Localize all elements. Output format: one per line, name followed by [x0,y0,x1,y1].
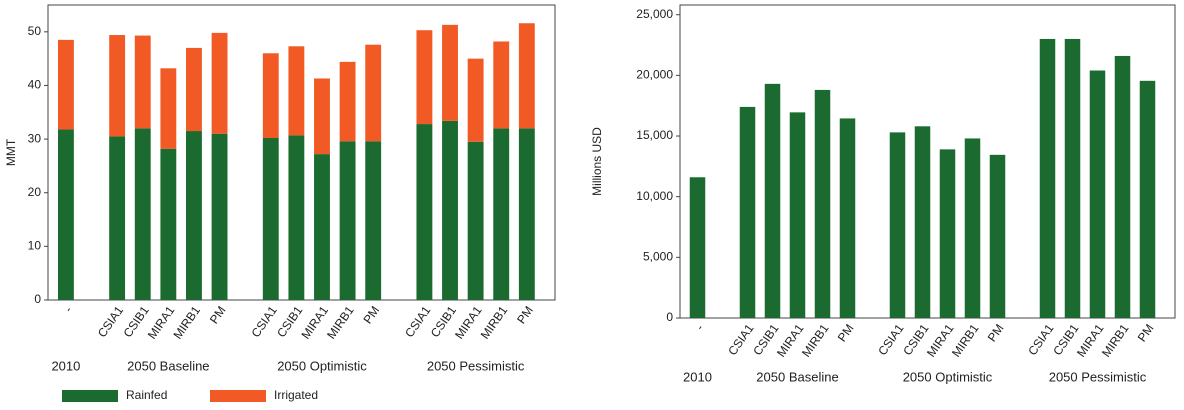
bar [689,177,706,318]
y-tick-label: 0 [34,292,41,306]
legend-swatch [210,390,266,402]
bar-segment [109,136,126,300]
x-tick-label: CSIA1 [1025,321,1057,358]
bar-segment [416,30,433,125]
bar-segment [262,53,279,139]
bar-segment [339,141,356,300]
legend-swatch [62,390,118,402]
group-label: 2050 Optimistic [903,369,993,384]
x-tick-label: - [61,304,75,315]
bar [964,138,981,318]
bar-segment [365,141,382,300]
bar-segment [211,133,228,300]
bar-segment [134,128,151,300]
y-axis-label: MMT [4,138,18,166]
legend-label: Irrigated [274,388,318,402]
bar-segment [518,128,535,300]
bar-segment [262,138,279,300]
y-tick-label: 10 [28,239,42,253]
bar-segment [134,35,151,129]
bar-segment [314,78,330,155]
bar-segment [160,68,177,149]
y-tick-label: 40 [28,78,42,92]
x-tick-label: MIRB1 [799,321,832,359]
bar [989,154,1006,318]
bar-segment [467,141,484,300]
y-tick-label: 0 [666,310,673,324]
group-label: 2010 [51,358,80,373]
group-label: 2050 Optimistic [277,358,367,373]
x-tick-label: - [693,322,707,333]
y-tick-label: 20 [28,185,42,199]
group-label: 2050 Baseline [756,369,838,384]
x-tick-label: MIRB1 [170,303,203,341]
bar-segment [442,24,458,121]
y-tick-label: 50 [28,24,42,38]
x-tick-label: MIRB1 [478,303,511,341]
bar [1114,55,1131,318]
bar [1039,38,1056,318]
bar [939,149,956,318]
x-tick-label: CSIA1 [725,321,757,358]
bar-segment [288,46,305,136]
bar-segment [160,148,177,300]
bar-segment [57,39,74,130]
bar [914,126,931,318]
bar-segment [442,120,458,300]
y-tick-label: 30 [28,131,42,145]
bar-segment [211,32,228,134]
bar [1139,80,1156,319]
bar [889,132,906,318]
bar [839,118,856,319]
legend-label: Rainfed [126,388,167,402]
bar [814,89,831,318]
bar [789,112,806,319]
x-tick-label: PM [514,304,536,327]
x-tick-label: PM [835,322,857,345]
bar-segment [467,58,484,142]
bar [1064,38,1081,318]
x-tick-label: MIRB1 [949,321,982,359]
bar-segment [416,124,433,300]
bar [764,83,781,318]
bar-segment [314,154,330,300]
bar-segment [186,131,202,300]
x-tick-label: CSIA1 [248,303,280,340]
y-tick-label: 15,000 [636,128,673,142]
bar [1089,70,1106,318]
x-tick-label: MIRB1 [324,303,357,341]
x-tick-label: PM [985,322,1007,345]
x-tick-label: CSIA1 [95,303,127,340]
x-tick-label: PM [207,304,229,327]
group-label: 2050 Pessimistic [427,358,525,373]
bar-segment [365,44,382,142]
x-tick-label: PM [360,304,382,327]
bar-segment [339,61,356,142]
group-label: 2010 [683,369,712,384]
y-axis-label: Millions USD [590,127,604,196]
bar-segment [57,129,74,300]
group-label: 2050 Pessimistic [1049,369,1147,384]
x-tick-label: PM [1135,322,1157,345]
y-tick-label: 5,000 [643,250,673,264]
y-tick-label: 25,000 [636,7,673,21]
x-tick-label: CSIA1 [875,321,907,358]
y-tick-label: 10,000 [636,189,673,203]
x-tick-label: MIRB1 [1099,321,1132,359]
bar-segment [109,35,126,137]
y-tick-label: 20,000 [636,68,673,82]
bar-segment [493,128,510,300]
group-label: 2050 Baseline [127,358,209,373]
x-tick-label: CSIA1 [402,303,434,340]
bar-segment [493,41,510,129]
bar-segment [518,23,535,129]
bar-segment [288,135,305,300]
bar-segment [186,47,202,132]
bar [739,106,756,318]
